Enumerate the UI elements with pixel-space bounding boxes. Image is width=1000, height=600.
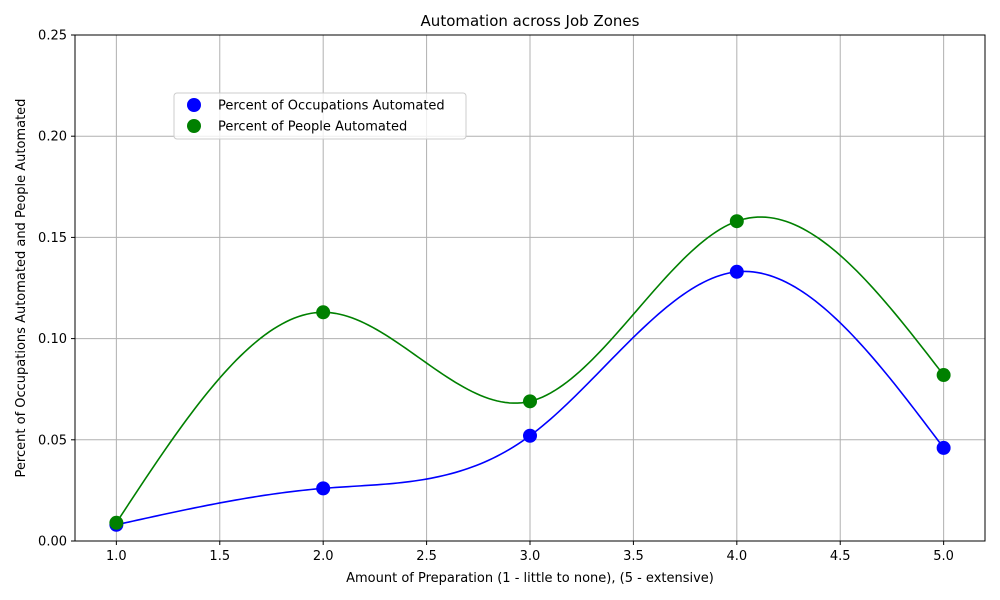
legend-marker-people: [187, 119, 201, 133]
legend-marker-occupations: [187, 98, 201, 112]
legend-box: [173, 92, 467, 140]
data-point-series-1: [109, 515, 124, 530]
data-point-series-0: [729, 264, 744, 279]
data-point-series-1: [523, 394, 537, 409]
x-tick-label: 4.0: [726, 549, 747, 564]
point-layer: [109, 214, 951, 532]
legend-label-people: Percent of People Automated: [218, 120, 407, 135]
data-point-series-0: [523, 428, 537, 443]
x-tick-label: 5.0: [933, 549, 954, 564]
y-tick-label: 0.05: [38, 433, 67, 448]
data-point-series-0: [316, 481, 331, 496]
tick-layer: 1.0 1.5 2.0 2.5 3.0 3.5 4.0 4.5 5.0 0.00 0.05 0.10 0…: [38, 29, 954, 565]
y-axis-title: Percent of Occupations Automated and Peo…: [14, 99, 29, 478]
legend: Percent of Occupations Automated Percent…: [173, 92, 467, 140]
x-tick-label: 1.5: [209, 549, 230, 564]
y-tick-label: 0.00: [38, 535, 67, 550]
chart-title: Automation across Job Zones: [421, 12, 640, 30]
y-tick-label: 0.25: [38, 29, 67, 44]
y-tick-label: 0.10: [38, 332, 67, 347]
x-tick-label: 4.5: [830, 549, 851, 564]
y-tick-label: 0.20: [38, 130, 67, 145]
y-tick-label: 0.15: [38, 231, 67, 246]
x-tick-label: 1.0: [106, 549, 127, 564]
x-tick-label: 3.0: [520, 549, 541, 564]
x-axis-title: Amount of Preparation (1 - little to non…: [346, 571, 714, 586]
x-tick-label: 3.5: [623, 549, 644, 564]
data-point-series-0: [936, 440, 951, 455]
data-point-series-1: [316, 305, 331, 320]
data-point-series-1: [936, 368, 951, 383]
data-point-series-1: [729, 214, 744, 229]
x-tick-label: 2.0: [313, 549, 334, 564]
x-tick-label: 2.5: [416, 549, 437, 564]
legend-label-occupations: Percent of Occupations Automated: [218, 99, 445, 114]
